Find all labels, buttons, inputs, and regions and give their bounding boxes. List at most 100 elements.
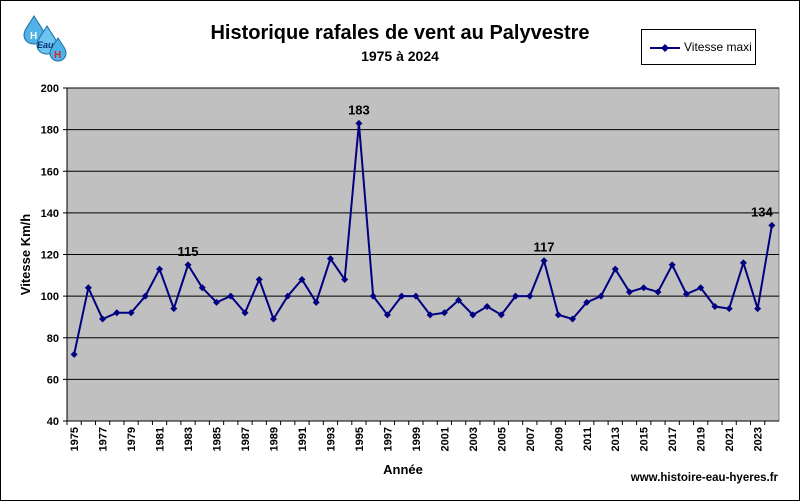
- data-point: [625, 288, 633, 296]
- data-point: [99, 315, 107, 323]
- data-point: [540, 257, 548, 265]
- chart-title: Historique rafales de vent au Palyvestre: [210, 22, 590, 44]
- y-tick-label: 80: [47, 333, 59, 345]
- data-point: [611, 265, 619, 273]
- x-tick-label: 2017: [667, 427, 679, 451]
- data-point: [341, 275, 349, 283]
- data-point: [141, 292, 149, 300]
- data-label: 183: [348, 102, 370, 117]
- footer-website: www.histoire-eau-hyeres.fr: [630, 472, 778, 484]
- data-point: [127, 309, 135, 317]
- data-point: [326, 255, 334, 263]
- x-tick-label: 2011: [582, 427, 594, 451]
- data-point: [269, 315, 277, 323]
- x-tick-label: 1987: [240, 427, 252, 451]
- x-tick-label: 1985: [212, 427, 224, 451]
- data-point: [70, 350, 78, 358]
- data-point: [369, 292, 377, 300]
- data-label: 115: [178, 244, 199, 259]
- logo-letter-h1: H: [30, 31, 37, 42]
- x-tick-label: 1981: [155, 427, 167, 451]
- data-point: [184, 261, 192, 269]
- x-tick-label: 2003: [468, 427, 480, 451]
- data-point: [440, 309, 448, 317]
- data-point: [113, 309, 121, 317]
- data-point: [383, 311, 391, 319]
- y-tick-label: 160: [41, 166, 59, 178]
- data-point: [255, 275, 263, 283]
- x-tick-label: 1977: [98, 427, 110, 451]
- data-point: [569, 315, 577, 323]
- chart-legend: Vitesse maxi: [641, 29, 756, 65]
- data-point: [682, 290, 690, 298]
- data-point: [412, 292, 420, 300]
- data-point: [697, 284, 705, 292]
- data-point: [84, 284, 92, 292]
- x-tick-label: 2015: [639, 427, 651, 451]
- data-point: [227, 292, 235, 300]
- data-point: [640, 284, 648, 292]
- data-label: 134: [751, 204, 773, 219]
- y-tick-label: 120: [41, 250, 59, 262]
- x-tick-label: 2021: [724, 427, 736, 451]
- x-axis-label: Année: [383, 462, 423, 477]
- x-tick-label: 1993: [325, 427, 337, 451]
- data-point: [355, 119, 363, 127]
- data-label: 117: [534, 240, 555, 255]
- y-tick-label: 200: [41, 83, 59, 95]
- y-tick-label: 40: [47, 416, 59, 428]
- legend-series-marker: [650, 44, 680, 52]
- data-point: [398, 292, 406, 300]
- data-point: [668, 261, 676, 269]
- data-point: [455, 296, 463, 304]
- data-point: [312, 298, 320, 306]
- data-point: [483, 303, 491, 311]
- chart-subtitle: 1975 à 2024: [361, 48, 439, 64]
- x-tick-label: 1995: [354, 427, 366, 451]
- data-point: [526, 292, 534, 300]
- data-point: [284, 292, 292, 300]
- x-tick-label: 1989: [268, 427, 280, 451]
- data-point: [469, 311, 477, 319]
- data-point: [739, 259, 747, 267]
- x-tick-label: 1979: [126, 427, 138, 451]
- y-tick-label: 180: [41, 125, 59, 137]
- data-point: [156, 265, 164, 273]
- data-point: [198, 284, 206, 292]
- water-drops-logo-icon: H Eau H: [22, 14, 72, 66]
- data-point: [426, 311, 434, 319]
- data-point: [711, 303, 719, 311]
- y-tick-label: 140: [41, 208, 59, 220]
- x-tick-label: 2019: [696, 427, 708, 451]
- x-tick-label: 2005: [496, 427, 508, 451]
- data-point: [497, 311, 505, 319]
- data-point: [597, 292, 605, 300]
- x-tick-label: 1975: [69, 427, 81, 451]
- data-point: [654, 288, 662, 296]
- y-tick-label: 100: [41, 291, 59, 303]
- x-tick-label: 2007: [525, 427, 537, 451]
- logo-letter-h2: H: [54, 50, 61, 61]
- x-tick-label: 2013: [610, 427, 622, 451]
- y-axis-label: Vitesse Km/h: [18, 214, 33, 295]
- data-point: [554, 311, 562, 319]
- x-tick-label: 2001: [439, 427, 451, 451]
- x-tick-label: 2023: [753, 427, 765, 451]
- x-tick-label: 1997: [382, 427, 394, 451]
- data-point: [512, 292, 520, 300]
- x-tick-label: 1999: [411, 427, 423, 451]
- data-point: [213, 298, 221, 306]
- x-tick-label: 1991: [297, 427, 309, 451]
- legend-series-label: Vitesse maxi: [684, 40, 752, 54]
- x-tick-label: 2009: [553, 427, 565, 451]
- y-tick-label: 60: [47, 374, 59, 386]
- data-point: [768, 221, 776, 229]
- data-point: [583, 298, 591, 306]
- logo-letter-eau: Eau: [37, 40, 54, 50]
- data-point: [298, 275, 306, 283]
- x-tick-label: 1983: [183, 427, 195, 451]
- data-point: [725, 305, 733, 313]
- data-point: [754, 305, 762, 313]
- data-point: [241, 309, 249, 317]
